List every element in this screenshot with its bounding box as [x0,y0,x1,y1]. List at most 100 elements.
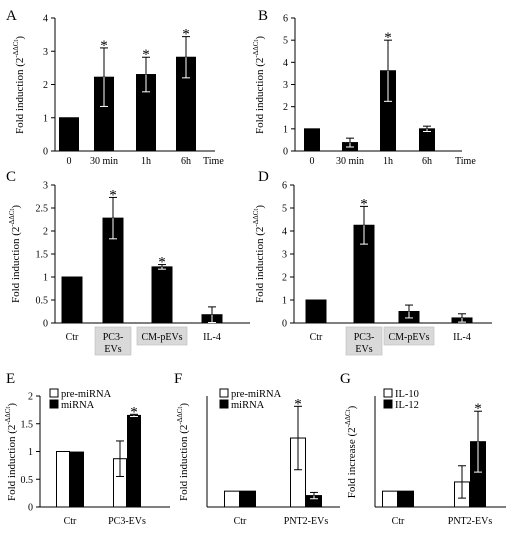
x-tick-label-line: Ctr [310,332,323,343]
x-tick-label: CM-pEVs [141,332,182,343]
x-tick-label: 1h [141,156,151,167]
y-axis-label-main: Fold induction (2 [14,58,26,134]
x-tick-label: PNT2-EVs [284,516,329,527]
y-axis-label: Fold induction (2-ΔΔCt) [4,403,18,501]
x-tick-label-line: 6h [422,156,432,167]
x-tick-label: 6h [181,156,191,167]
y-tick-label: 5 [283,36,288,47]
significance-star: * [182,27,190,43]
y-tick-label: 2 [283,102,288,113]
y-tick-label: 1 [43,273,48,284]
x-tick-label-line: 0 [310,156,315,167]
y-axis-label-main: Fold induction (2 [178,425,190,501]
legend-swatch [49,399,59,409]
panel-letter: D [258,169,269,185]
x-tick-label: IL-4 [203,332,221,343]
x-tick-label: PNT2-EVs [448,516,493,527]
panel-a: A 0 1 2 3 4 Fold induction (2-ΔΔCt) * * * 0 30 min 1… [6,8,224,167]
bar [398,490,414,508]
bar [304,128,320,152]
x-tick-label: 1h [383,156,393,167]
y-tick-label: 0 [28,503,33,514]
x-tick-label-line: CM-pEVs [141,332,182,343]
y-axis-label-main: Fold induction (2 [254,58,266,134]
bar [240,490,256,508]
significance-star: * [158,255,166,271]
y-axis-label-sup: -ΔΔCt [4,407,12,425]
y-tick-label: 3 [283,80,288,91]
bar [61,276,83,324]
significance-star: * [109,187,117,203]
x-tick-label-line: EVs [355,344,372,355]
x-axis-extra-label: Time [203,156,224,167]
significance-star: * [100,38,108,54]
legend-label: pre-miRNA [61,389,112,400]
panel-letter: A [6,8,17,24]
category-highlight [383,326,435,346]
x-tick-label: Ctr [64,516,77,527]
y-axis-label-close: ) [10,205,22,209]
panel-letter: B [258,8,268,24]
y-tick-label: 5 [282,204,287,215]
x-tick-label-line: Ctr [64,516,77,527]
x-tick-label-line: EVs [104,344,121,355]
legend-swatch [49,388,59,398]
x-tick-label-line: Ctr [66,332,79,343]
x-tick-label-line: Ctr [392,516,405,527]
y-tick-label: 1 [43,113,48,124]
panel-c: C 0 0.5 1 1.5 2 2.5 3 Fold induction (2-ΔΔCt) * * C… [6,169,250,356]
panel-f: F Fold induction (2-ΔΔCt) * Ctr PNT2-EVs pre-… [174,371,340,527]
bar [419,128,435,152]
y-tick-label: 0.5 [36,296,49,307]
panel-letter: E [6,371,15,387]
category-highlight [345,326,383,356]
y-tick-label: 6 [282,181,287,192]
bar [127,414,141,508]
y-axis-label-close: ) [254,205,266,209]
bar [151,266,173,324]
x-tick-label-line: IL-4 [203,332,221,343]
y-axis-label-sup: -ΔΔCt [252,209,260,227]
y-tick-label: 1.5 [36,250,49,261]
x-tick-label: 0 [67,156,72,167]
x-tick-label-line: CM-pEVs [388,332,429,343]
y-tick-label: 1 [28,447,33,458]
x-tick-label: PC3-EVs [103,332,124,355]
panel-letter: G [340,371,351,387]
x-tick-label-line: 0 [67,156,72,167]
y-axis-label-close: ) [6,403,18,407]
y-tick-label: 3 [43,181,48,192]
category-highlight [94,326,132,356]
x-tick-label-line: PNT2-EVs [284,516,329,527]
x-tick-label: Ctr [310,332,323,343]
x-tick-label: Ctr [234,516,247,527]
legend-label: miRNA [231,400,265,411]
category-highlight [136,326,188,346]
panel-d: D 0 1 2 3 4 5 6 Fold induction (2-ΔΔCt) * Ctr PC3-E… [252,169,492,356]
significance-star: * [142,47,150,63]
significance-star: * [384,30,392,46]
x-tick-label: Ctr [392,516,405,527]
bar [70,451,84,508]
x-tick-label-line: IL-4 [453,332,471,343]
bar [382,490,398,508]
x-tick-label: 0 [310,156,315,167]
y-tick-label: 2 [43,227,48,238]
y-tick-label: 1 [283,124,288,135]
panel-letter: F [174,371,182,387]
legend-swatch [219,399,229,409]
bar [305,299,327,324]
y-tick-label: 0 [43,147,48,158]
significance-star: * [130,404,138,420]
x-tick-label: 30 min [90,156,118,167]
y-axis-label: Fold induction (2-ΔΔCt) [12,36,26,134]
x-tick-label: Ctr [66,332,79,343]
y-axis-label-main: Fold induction (2 [6,425,18,501]
y-axis-label-main: Fold induction (2 [254,227,266,303]
panel-letter: C [6,169,16,185]
y-tick-label: 4 [282,227,287,238]
y-tick-label: 0.5 [21,475,34,486]
y-axis-label: Fold induction (2-ΔΔCt) [8,205,22,303]
x-tick-label: PC3-EVs [354,332,375,355]
